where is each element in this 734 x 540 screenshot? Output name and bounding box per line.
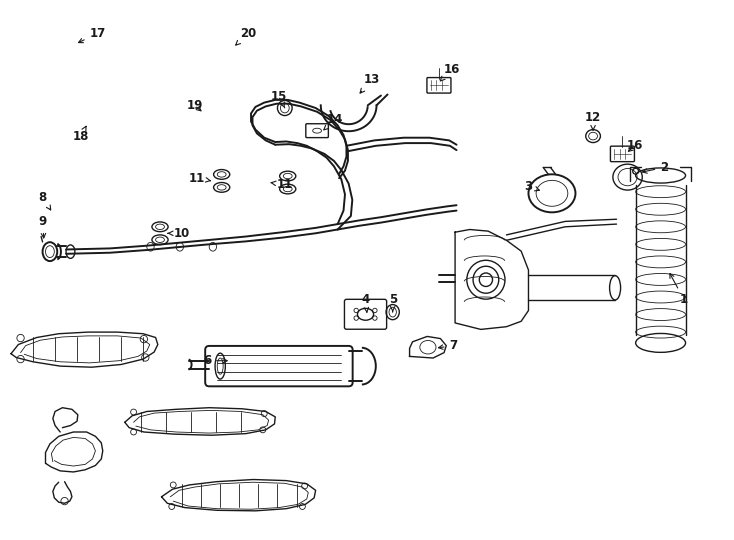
Text: 8: 8 — [38, 191, 51, 210]
Text: 10: 10 — [168, 227, 190, 240]
Text: 5: 5 — [388, 293, 397, 312]
Text: 16: 16 — [440, 63, 460, 81]
Text: 13: 13 — [360, 73, 379, 93]
Text: 1: 1 — [670, 274, 688, 306]
Text: 2: 2 — [642, 161, 669, 174]
Text: 15: 15 — [271, 90, 287, 108]
Text: 16: 16 — [627, 139, 643, 152]
Text: 7: 7 — [438, 339, 458, 352]
Text: 4: 4 — [361, 293, 370, 312]
Text: 3: 3 — [524, 180, 539, 193]
Text: 9: 9 — [38, 215, 47, 238]
Text: 19: 19 — [186, 99, 203, 112]
Text: 6: 6 — [203, 354, 228, 367]
Text: 20: 20 — [236, 27, 256, 45]
Text: 18: 18 — [73, 126, 89, 143]
Text: 12: 12 — [585, 111, 601, 130]
Text: 11: 11 — [271, 178, 293, 191]
Text: 14: 14 — [324, 113, 343, 130]
Text: 17: 17 — [79, 27, 106, 43]
Text: 11: 11 — [189, 172, 211, 185]
